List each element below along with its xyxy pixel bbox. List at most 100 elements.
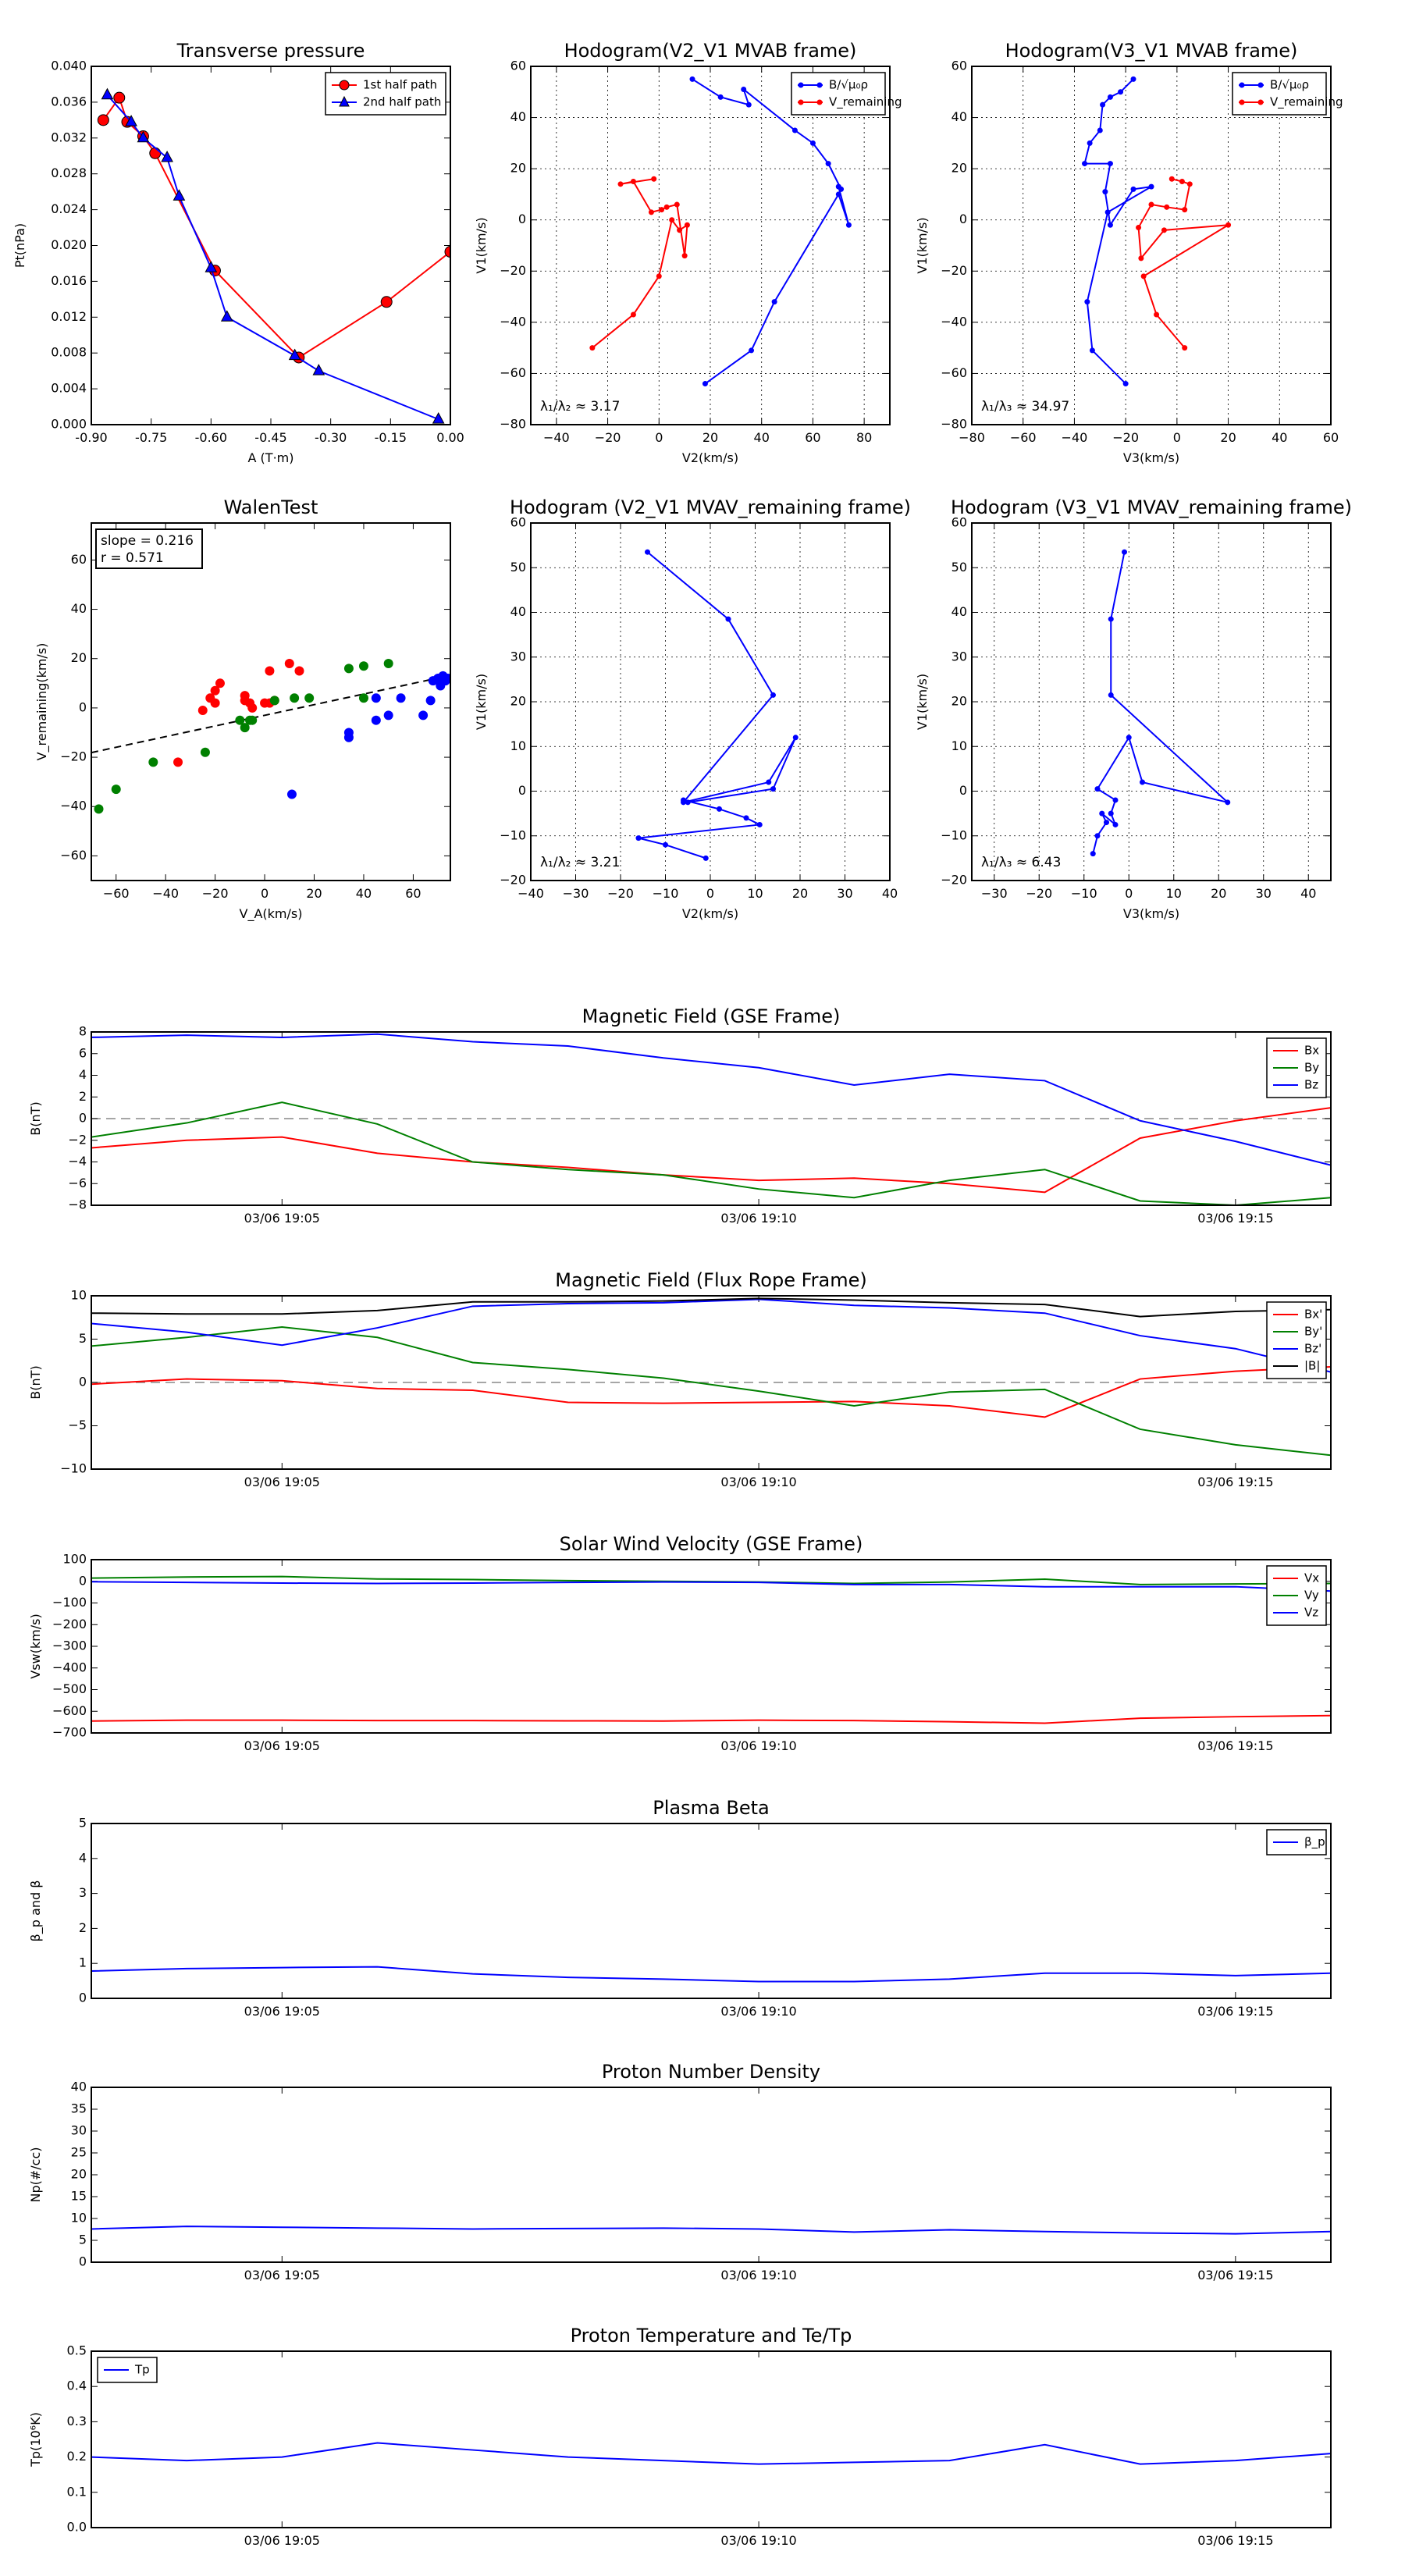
y-tick-label: 3 xyxy=(79,1885,87,1900)
legend: β_p xyxy=(1266,1829,1327,1856)
y-tick-label: 5 xyxy=(79,2233,87,2247)
y-tick-label: 40 xyxy=(951,109,967,124)
y-tick-label: −20 xyxy=(500,873,526,888)
x-tick-label: −20 xyxy=(202,886,229,901)
y-tick-label: 1 xyxy=(79,1955,87,1970)
x-tick-label: 20 xyxy=(306,886,322,901)
x-axis-label: V_A(km/s) xyxy=(240,906,303,922)
data-point xyxy=(1107,94,1113,100)
x-tick-label: 03/06 19:05 xyxy=(244,2004,320,2019)
legend-marker xyxy=(1257,99,1264,105)
x-tick-label: 20 xyxy=(702,430,718,445)
y-tick-label: 0 xyxy=(79,1991,87,2005)
data-point xyxy=(635,835,642,841)
y-tick-label: 2 xyxy=(79,1920,87,1935)
y-axis-label: V1(km/s) xyxy=(474,217,489,273)
legend-label: 1st half path xyxy=(363,78,437,92)
y-tick-label: −20 xyxy=(941,263,967,278)
data-point xyxy=(1126,735,1132,741)
plot-area xyxy=(91,659,450,814)
x-tick-label: 03/06 19:05 xyxy=(244,2268,320,2282)
legend: Bx By Bz xyxy=(1266,1037,1327,1098)
series-line xyxy=(102,95,450,359)
y-axis-label: Tp(10⁶K) xyxy=(28,2412,43,2467)
data-point xyxy=(663,841,668,848)
y-axis-label: V1(km/s) xyxy=(915,217,930,273)
data-point xyxy=(589,345,596,351)
legend-label: β_p xyxy=(1304,1835,1325,1850)
y-tick-label: 20 xyxy=(951,161,967,176)
y-tick-label: 50 xyxy=(510,560,526,575)
chart-title: Hodogram (V2_V1 MVAV_remaining frame) xyxy=(510,496,911,518)
y-tick-label: 40 xyxy=(951,604,967,619)
x-tick-label: 03/06 19:05 xyxy=(244,1475,320,1489)
data-point xyxy=(210,698,220,708)
legend-label: 2nd half path xyxy=(363,95,441,109)
y-tick-label: 35 xyxy=(71,2101,87,2116)
y-tick-label: 40 xyxy=(71,2080,87,2094)
y-tick-label: 6 xyxy=(79,1045,87,1060)
y-tick-label: 10 xyxy=(951,738,967,753)
data-point xyxy=(1112,797,1119,803)
y-tick-label: 15 xyxy=(71,2189,87,2204)
data-point xyxy=(681,797,686,803)
chart-title: Proton Temperature and Te/Tp xyxy=(571,2325,852,2347)
y-axis-label: V1(km/s) xyxy=(474,674,489,730)
data-point xyxy=(677,227,683,233)
y-tick-label: −6 xyxy=(68,1176,87,1190)
y-tick-label: 0.032 xyxy=(51,130,87,144)
chart-title: Solar Wind Velocity (GSE Frame) xyxy=(560,1533,863,1555)
legend-marker xyxy=(816,82,823,88)
y-tick-label: 0 xyxy=(518,783,526,798)
data-point xyxy=(663,204,670,210)
y-tick-label: 4 xyxy=(79,1067,87,1082)
legend-label: By xyxy=(1304,1061,1319,1075)
y-tick-label: 50 xyxy=(951,560,967,575)
data-point xyxy=(1182,345,1188,351)
data-point xyxy=(137,130,150,143)
x-tick-label: 03/06 19:05 xyxy=(244,1738,320,1753)
y-tick-label: 0 xyxy=(79,1375,87,1389)
x-tick-label: 0 xyxy=(1125,886,1133,901)
data-point xyxy=(215,678,225,688)
y-tick-label: 20 xyxy=(510,694,526,709)
legend-label: |B| xyxy=(1304,1359,1320,1373)
axes-frame xyxy=(91,2350,1332,2528)
legend: 1st half path 2nd half path xyxy=(325,72,446,116)
x-tick-label: 0 xyxy=(261,886,269,901)
data-point xyxy=(1161,227,1167,233)
x-tick-label: 20 xyxy=(1220,430,1236,445)
data-point xyxy=(1112,821,1119,827)
y-tick-label: 4 xyxy=(79,1850,87,1865)
data-point xyxy=(1090,851,1096,857)
x-tick-label: 60 xyxy=(405,886,421,901)
panel-bgse: Magnetic Field (GSE Frame) 03/06 19:05 03/… xyxy=(28,1005,1332,1226)
data-point xyxy=(205,261,218,272)
legend-marker xyxy=(1239,99,1245,105)
y-tick-label: −40 xyxy=(60,799,87,813)
legend-label: V_remaining xyxy=(829,95,902,110)
data-point xyxy=(343,664,354,674)
x-tick-label: 30 xyxy=(837,886,852,901)
plot-area xyxy=(97,87,450,424)
x-tick-label: -0.75 xyxy=(135,430,167,445)
chart-title: Plasma Beta xyxy=(653,1797,769,1819)
data-point xyxy=(1179,179,1185,185)
plot-area xyxy=(589,76,852,387)
x-axis-label: A (T·m) xyxy=(248,450,294,465)
data-point xyxy=(425,696,436,706)
x-tick-label: −10 xyxy=(1071,886,1097,901)
x-tick-label: 20 xyxy=(1211,886,1226,901)
data-point xyxy=(656,273,662,279)
chart-title: Proton Number Density xyxy=(602,2061,820,2083)
x-axis-label: V3(km/s) xyxy=(1123,450,1179,465)
y-axis-label: Np(#/cc) xyxy=(28,2147,43,2203)
y-tick-label: 0.0 xyxy=(67,2520,87,2535)
y-tick-label: 30 xyxy=(510,649,526,664)
y-tick-label: 0 xyxy=(79,2254,87,2269)
data-point xyxy=(111,785,121,795)
x-tick-label: 40 xyxy=(356,886,372,901)
x-axis-label: V2(km/s) xyxy=(682,450,738,465)
data-point xyxy=(1104,209,1111,215)
